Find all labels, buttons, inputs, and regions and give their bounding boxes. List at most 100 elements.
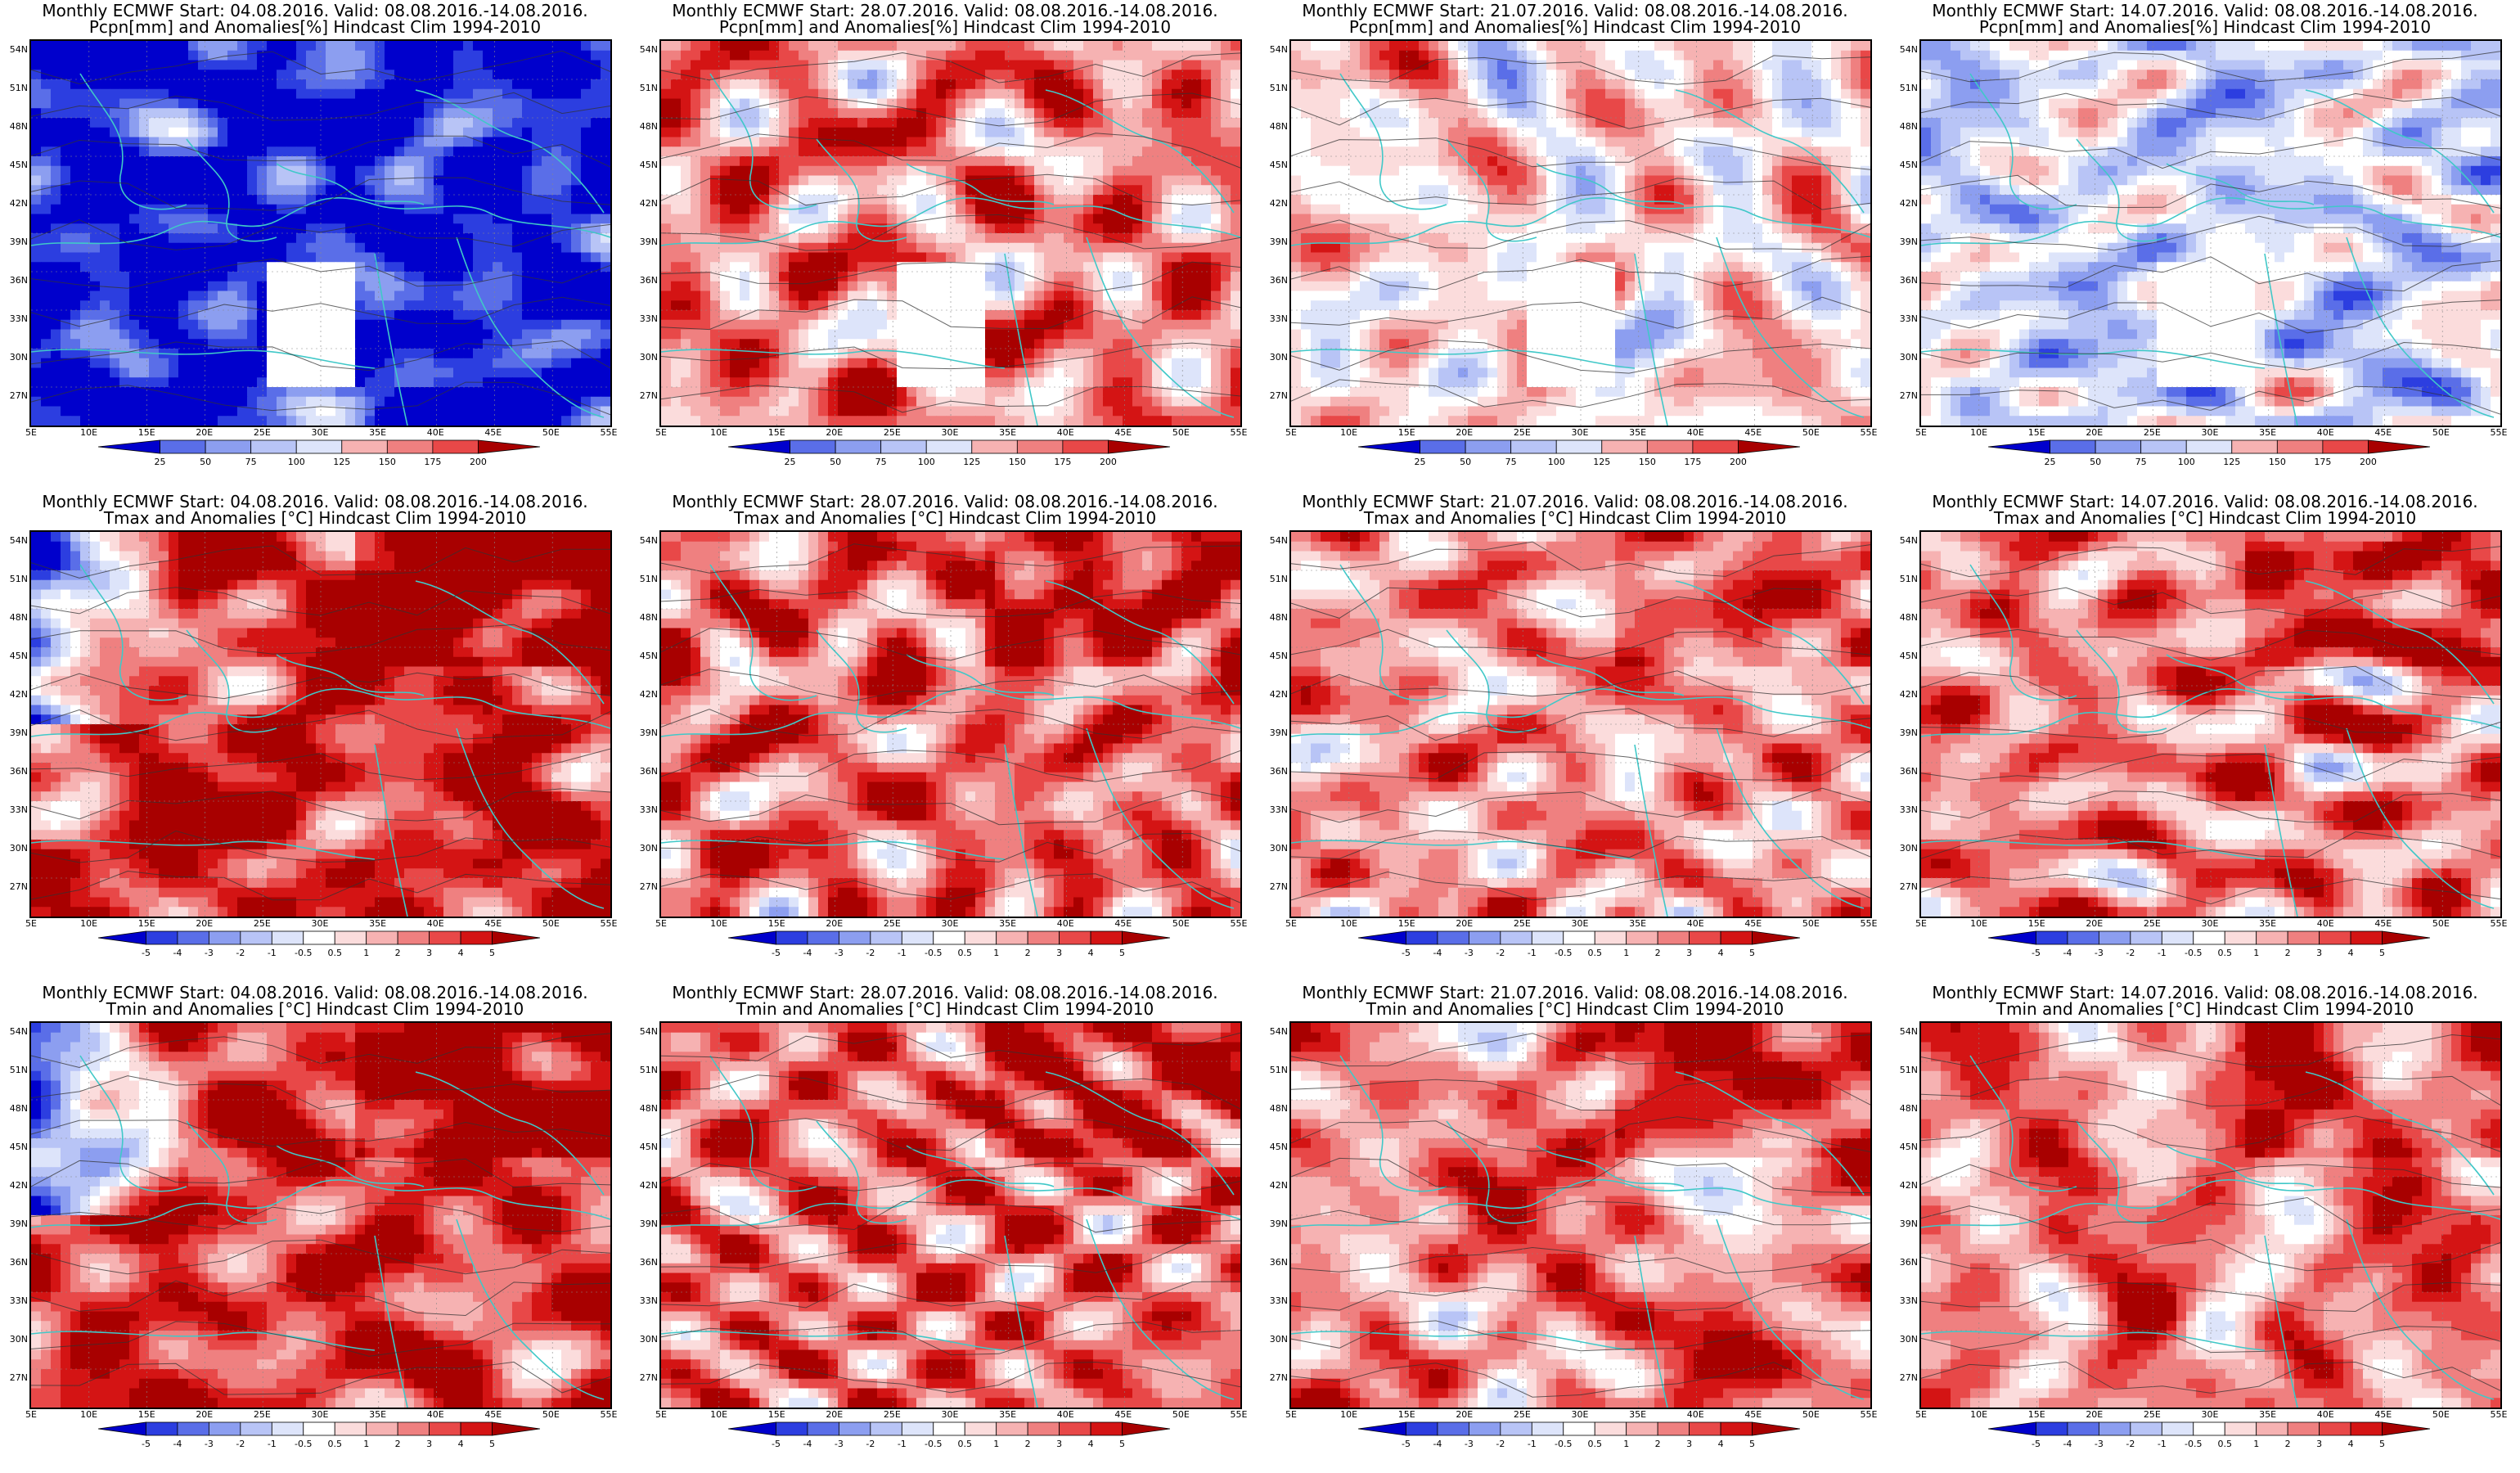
colorbar-tick: 3 (2303, 948, 2336, 958)
colorbar-tick: 175 (1046, 457, 1079, 467)
colorbar-segment (460, 930, 493, 945)
colorbar-segment (205, 439, 252, 454)
colorbar-segment (2350, 1421, 2383, 1436)
lat-label: 27N (1262, 390, 1288, 401)
lat-label: 48N (2, 1103, 28, 1114)
colorbar-tick: -1 (255, 1439, 288, 1449)
lon-label: 40E (419, 427, 452, 438)
lon-label: 10E (1963, 918, 1996, 929)
colorbar-segment (432, 439, 479, 454)
colorbar-tick: 125 (956, 457, 988, 467)
anomaly-field (31, 1023, 610, 1408)
colorbar-segment (1752, 1421, 1800, 1436)
colorbar-tick: 100 (280, 457, 313, 467)
colorbar-tick: 50 (2079, 457, 2112, 467)
colorbar-tick: -5 (1389, 948, 1422, 958)
colorbar-segment (478, 439, 540, 454)
lat-label: 30N (632, 1334, 658, 1345)
lat-label: 42N (632, 198, 658, 209)
lon-label: 50E (2424, 427, 2457, 438)
panel-subtitle: Tmin and Anomalies [°C] Hindcast Clim 19… (1260, 1000, 1890, 1018)
colorbar-segment (146, 930, 178, 945)
colorbar-tick: -0.5 (917, 1439, 950, 1449)
anomaly-map (659, 530, 1242, 918)
colorbar-segment (492, 930, 540, 945)
lon-label: 40E (1049, 918, 1082, 929)
lat-label: 48N (1892, 612, 1918, 623)
lat-label: 30N (2, 1334, 28, 1345)
colorbar-tick: 50 (189, 457, 222, 467)
lon-label: 35E (2252, 427, 2284, 438)
colorbar-segment (807, 930, 839, 945)
lon-label: 35E (992, 427, 1024, 438)
colorbar-segment (2193, 930, 2225, 945)
lon-label: 45E (2367, 918, 2400, 929)
colorbar-segment (776, 930, 808, 945)
colorbar-segment (2319, 1421, 2351, 1436)
colorbar-tick: 4 (1704, 1439, 1737, 1449)
panel-title: Monthly ECMWF Start: 28.07.2016. Valid: … (630, 493, 1260, 511)
lon-label: 15E (130, 427, 163, 438)
anomaly-field (661, 532, 1240, 917)
colorbar-segment (1358, 439, 1420, 454)
colorbar-segment (2140, 439, 2187, 454)
colorbar-tick: -5 (2019, 1439, 2052, 1449)
lat-label: 36N (2, 766, 28, 777)
map-panel: Monthly ECMWF Start: 04.08.2016. Valid: … (0, 0, 630, 491)
lon-label: 40E (419, 1409, 452, 1420)
lat-label: 54N (1892, 535, 1918, 546)
anomaly-map (1289, 1021, 1872, 1409)
colorbar-tick: -4 (2051, 948, 2084, 958)
colorbar-tick: -2 (2114, 1439, 2147, 1449)
lon-label: 35E (1622, 918, 1654, 929)
colorbar-tick: -2 (854, 948, 887, 958)
colorbar-segment (2276, 439, 2324, 454)
lon-label: 55E (1852, 427, 1885, 438)
lon-label: 30E (2194, 427, 2226, 438)
colorbar-tick: 25 (774, 457, 807, 467)
colorbar-tick: 175 (416, 457, 449, 467)
lon-label: 55E (1852, 918, 1885, 929)
colorbar-tick: 3 (413, 1439, 446, 1449)
colorbar-segment (1594, 930, 1627, 945)
lat-label: 30N (2, 843, 28, 854)
lat-label: 33N (2, 804, 28, 815)
colorbar-tick: 4 (444, 1439, 477, 1449)
lat-label: 39N (1262, 1218, 1288, 1229)
colorbar (728, 439, 1170, 455)
colorbar-tick: 4 (1704, 948, 1737, 958)
colorbar-tick: -3 (822, 1439, 855, 1449)
lon-label: 30E (304, 427, 336, 438)
colorbar-tick: 2 (1011, 1439, 1044, 1449)
lon-label: 40E (1679, 1409, 1712, 1420)
anomaly-map (1919, 39, 2502, 427)
lon-label: 25E (1505, 918, 1538, 929)
lon-label: 40E (1679, 918, 1712, 929)
map-panel: Monthly ECMWF Start: 28.07.2016. Valid: … (630, 0, 1260, 491)
colorbar-segment (1988, 930, 2036, 945)
colorbar-tick: 3 (1043, 948, 1076, 958)
panel-title: Monthly ECMWF Start: 04.08.2016. Valid: … (0, 984, 630, 1002)
panel-subtitle: Pcpn[mm] and Anomalies[%] Hindcast Clim … (630, 18, 1260, 36)
lat-label: 45N (632, 651, 658, 661)
map-panel: Monthly ECMWF Start: 28.07.2016. Valid: … (630, 982, 1260, 1473)
lat-label: 54N (2, 44, 28, 55)
lon-label: 45E (2367, 1409, 2400, 1420)
panel-title: Monthly ECMWF Start: 21.07.2016. Valid: … (1260, 984, 1890, 1002)
colorbar-segment (2098, 930, 2131, 945)
lon-label: 30E (934, 918, 966, 929)
anomaly-field (31, 532, 610, 917)
lat-label: 30N (1262, 352, 1288, 363)
lon-label: 55E (592, 1409, 625, 1420)
lon-label: 30E (304, 1409, 336, 1420)
lat-label: 27N (632, 881, 658, 892)
lat-label: 42N (2, 198, 28, 209)
lat-label: 30N (1262, 843, 1288, 854)
lat-label: 27N (1892, 390, 1918, 401)
colorbar-segment (790, 439, 836, 454)
lon-label: 55E (2482, 1409, 2515, 1420)
lat-label: 39N (2, 727, 28, 738)
lon-label: 55E (592, 427, 625, 438)
colorbar-segment (1358, 1421, 1406, 1436)
lon-label: 20E (2078, 1409, 2111, 1420)
